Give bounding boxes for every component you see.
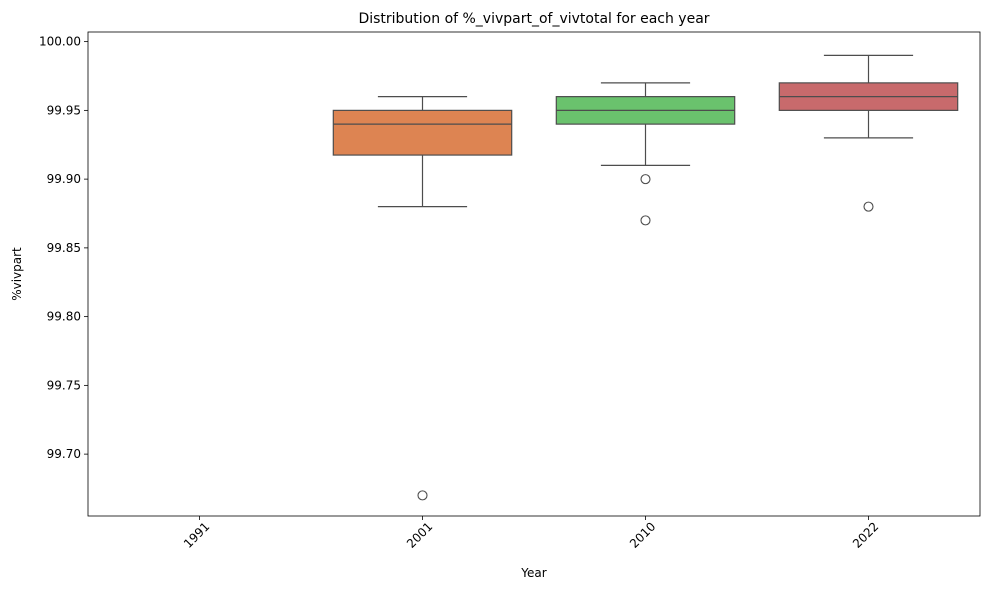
iqr-box <box>332 109 513 156</box>
outlier-point <box>640 215 651 226</box>
outlier-point <box>863 201 874 212</box>
y-tick-label: 99.70 <box>47 447 81 461</box>
y-tick-label: 100.00 <box>39 35 81 49</box>
y-axis-label: %vivpart <box>10 247 24 301</box>
outlier-point <box>640 174 651 185</box>
chart-title: Distribution of %_vivpart_of_vivtotal fo… <box>358 11 709 27</box>
box-2022 <box>778 54 959 212</box>
y-tick-label: 99.75 <box>47 378 81 392</box>
y-tick-label: 99.90 <box>47 172 81 186</box>
x-tick-label: 1991 <box>181 519 212 550</box>
y-tick-label: 99.85 <box>47 241 81 255</box>
x-tick-label: 2022 <box>850 519 881 550</box>
plot-frame <box>87 31 981 517</box>
box-2010 <box>555 82 736 226</box>
x-axis-label: Year <box>520 566 546 580</box>
outlier-point <box>417 490 428 501</box>
box-2001 <box>332 96 513 501</box>
y-tick-label: 99.80 <box>47 310 81 324</box>
x-tick-label: 2001 <box>404 519 435 550</box>
x-tick-label: 2010 <box>627 519 658 550</box>
y-tick-label: 99.95 <box>47 103 81 117</box>
plot-area <box>332 54 959 501</box>
